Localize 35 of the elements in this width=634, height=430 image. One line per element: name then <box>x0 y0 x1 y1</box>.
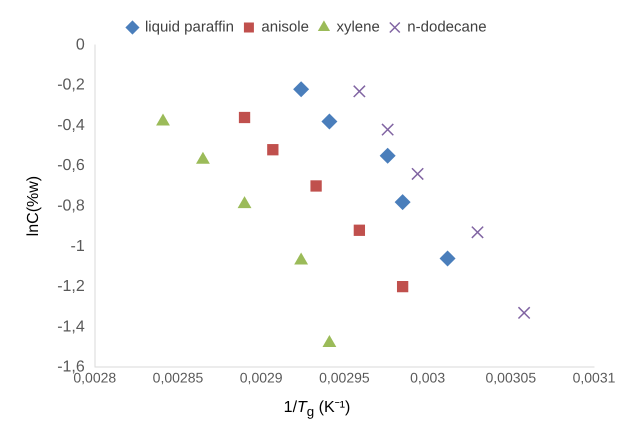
legend-label: liquid paraffin <box>144 18 234 36</box>
point <box>396 280 408 292</box>
legend-label: anisole <box>261 18 309 36</box>
x-tick-label: 0,00285 <box>152 369 204 386</box>
legend-label: xylene <box>336 18 380 36</box>
point <box>238 112 250 124</box>
point <box>352 84 366 98</box>
point <box>440 250 456 266</box>
y-tick-label: 0 <box>76 36 85 54</box>
x-tick-label: 0,003 <box>410 369 446 386</box>
x-axis-title: 1/T$_{g}$ (K⁻¹) <box>282 398 352 420</box>
y-tick-label: -1,2 <box>57 278 85 296</box>
point <box>354 224 366 236</box>
x-tick-label: 0,0029 <box>240 369 283 386</box>
point <box>518 306 531 320</box>
point <box>381 123 394 136</box>
point <box>321 114 338 130</box>
legend-label: n-dodecane <box>407 18 487 36</box>
x-tick-label: 0,00295 <box>319 369 370 386</box>
y-tick-label: -1,4 <box>57 318 85 336</box>
y-tick-label: -0,2 <box>57 76 85 94</box>
point <box>293 81 310 98</box>
y-tick-label: -0,4 <box>57 116 85 134</box>
point <box>380 148 396 164</box>
x-tick-label: 0,00305 <box>485 369 536 386</box>
x-tick-label: 0,0031 <box>572 369 616 386</box>
point <box>411 167 424 180</box>
point <box>267 144 278 156</box>
point <box>471 226 484 239</box>
y-tick-label: -0,6 <box>57 157 85 174</box>
y-tick-label: -0,8 <box>57 198 85 215</box>
point <box>394 194 411 210</box>
point <box>310 180 322 192</box>
y-axis-title: lnC(%w) <box>25 176 42 236</box>
y-tick-label: -1 <box>70 238 85 255</box>
